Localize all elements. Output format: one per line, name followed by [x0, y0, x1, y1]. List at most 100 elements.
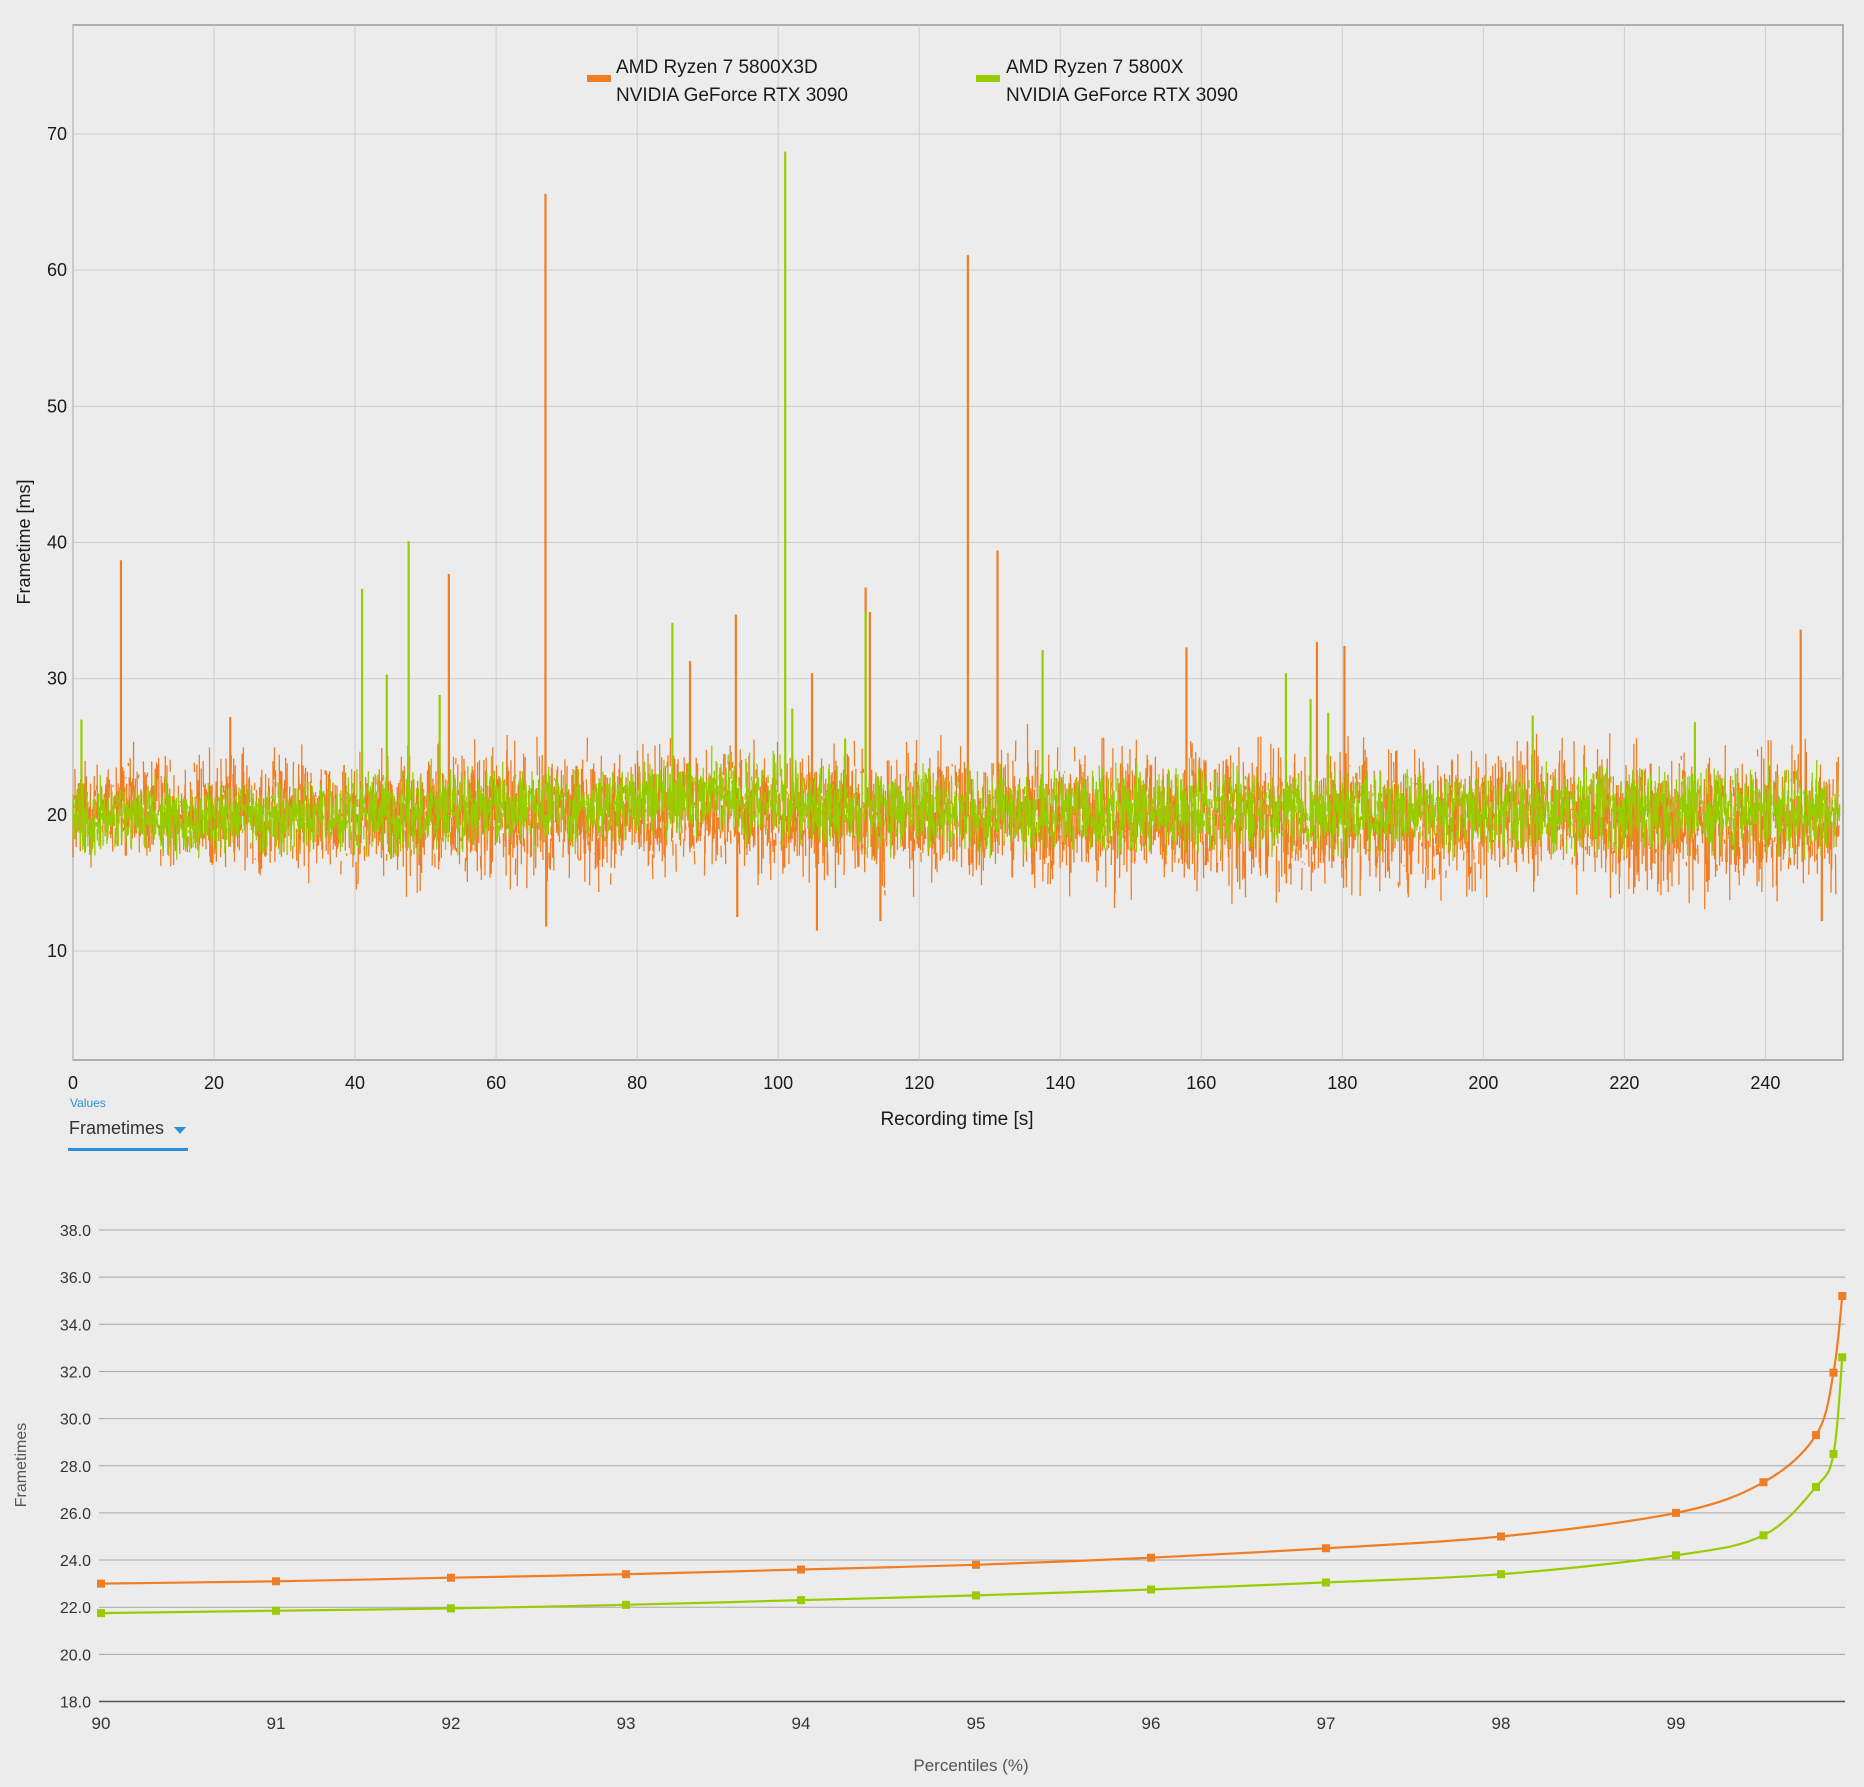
y-tick-label: 20.0 [60, 1647, 91, 1664]
data-point-marker [1322, 1544, 1330, 1553]
data-point-marker [1497, 1570, 1505, 1579]
data-point-marker [797, 1596, 805, 1605]
data-point-marker [1672, 1508, 1680, 1517]
x-tick-label: 140 [1045, 1073, 1075, 1093]
legend-label-5800x-line2: NVIDIA GeForce RTX 3090 [1006, 85, 1238, 106]
x-tick-label: 91 [267, 1714, 286, 1733]
y-tick-label: 22.0 [60, 1600, 91, 1617]
data-point-marker [972, 1591, 980, 1600]
values-dropdown-label: Values [70, 1096, 106, 1110]
y-tick-label: 70 [47, 124, 67, 144]
data-point-marker [1812, 1482, 1820, 1491]
data-point-marker [1672, 1551, 1680, 1560]
y-tick-label: 32.0 [60, 1364, 91, 1381]
y-tick-label: 60 [47, 260, 67, 280]
x-tick-label: 99 [1667, 1714, 1686, 1733]
legend-swatch-5800x [976, 75, 1000, 82]
x-tick-label: 96 [1142, 1714, 1161, 1733]
x-tick-label: 240 [1750, 1073, 1780, 1093]
x-tick-label: 98 [1492, 1714, 1511, 1733]
frametime-x-ticks: 0 20 40 60 80 100 120 140 160 180 200 220 240 [68, 1073, 1780, 1093]
data-point-marker [1497, 1532, 1505, 1541]
x-tick-label: 95 [967, 1714, 986, 1733]
frametime-y-axis-label: Frametime [ms] [14, 479, 34, 604]
x-tick-label: 0 [68, 1073, 78, 1093]
percentile-line [100, 1295, 1844, 1585]
data-point-marker [1829, 1449, 1838, 1458]
y-tick-label: 10 [47, 941, 67, 961]
series-5800x [97, 1353, 1847, 1618]
x-tick-label: 220 [1609, 1073, 1639, 1093]
percentile-series [97, 1292, 1847, 1618]
y-tick-label: 28.0 [60, 1459, 91, 1476]
x-tick-label: 92 [442, 1714, 461, 1733]
y-tick-label: 18.0 [60, 1695, 91, 1712]
data-point-marker [1759, 1478, 1768, 1487]
y-tick-label: 38.0 [60, 1223, 91, 1240]
series-noise-line [72, 745, 1841, 864]
x-tick-label: 97 [1317, 1714, 1336, 1733]
percentile-grid [99, 1229, 1845, 1655]
frametime-legend: AMD Ryzen 7 5800X3D NVIDIA GeForce RTX 3… [587, 57, 1238, 106]
values-selected-value: Frametimes [69, 1118, 165, 1138]
data-point-marker [972, 1560, 980, 1569]
x-tick-label: 93 [617, 1714, 636, 1733]
data-point-marker [1759, 1531, 1768, 1540]
legend-label-5800x3d-line1: AMD Ryzen 7 5800X3D [616, 57, 818, 78]
data-point-marker [797, 1565, 805, 1574]
percentile-y-axis-label: Frametimes [13, 1423, 30, 1507]
percentile-line [100, 1357, 1844, 1615]
percentile-x-ticks: 90 91 92 93 94 95 96 97 98 99 [92, 1714, 1686, 1733]
data-point-marker [1147, 1585, 1155, 1594]
data-point-marker [1838, 1292, 1847, 1301]
x-tick-label: 40 [345, 1073, 365, 1093]
y-tick-label: 36.0 [60, 1270, 91, 1287]
data-point-marker [622, 1570, 630, 1579]
frametime-series [72, 151, 1841, 931]
x-tick-label: 200 [1468, 1073, 1498, 1093]
y-tick-label: 20 [47, 805, 67, 825]
frametime-grid [72, 25, 1843, 1060]
x-tick-label: 180 [1327, 1073, 1357, 1093]
values-select[interactable]: Frametimes [68, 1118, 188, 1151]
x-tick-label: 90 [92, 1714, 111, 1733]
data-point-marker [622, 1600, 630, 1609]
frametime-chart: 10 20 30 40 50 60 70 0 20 40 60 80 100 120 140 160 180 2… [14, 24, 1844, 1130]
legend-swatch-5800x3d [587, 75, 611, 82]
series-5800x [72, 151, 1841, 864]
x-tick-label: 100 [763, 1073, 793, 1093]
frametime-x-axis-label: Recording time [s] [880, 1109, 1033, 1130]
data-point-marker [272, 1577, 280, 1586]
x-tick-label: 20 [204, 1073, 224, 1093]
x-tick-label: 160 [1186, 1073, 1216, 1093]
data-point-marker [1838, 1353, 1847, 1362]
x-tick-label: 120 [904, 1073, 934, 1093]
series-5800x3d [97, 1292, 1847, 1588]
y-tick-label: 30 [47, 669, 67, 689]
percentile-x-axis-label: Percentiles (%) [913, 1756, 1028, 1775]
data-point-marker [97, 1579, 105, 1588]
data-point-marker [1322, 1578, 1330, 1587]
values-dropdown[interactable]: Values Frametimes [68, 1096, 190, 1156]
legend-label-5800x3d-line2: NVIDIA GeForce RTX 3090 [616, 85, 848, 106]
data-point-marker [447, 1573, 455, 1582]
data-point-marker [1812, 1431, 1820, 1440]
y-tick-label: 34.0 [60, 1317, 91, 1334]
x-tick-label: 80 [627, 1073, 647, 1093]
y-tick-label: 26.0 [60, 1506, 91, 1523]
y-tick-label: 24.0 [60, 1553, 91, 1570]
x-tick-label: 94 [792, 1714, 811, 1733]
x-tick-label: 60 [486, 1073, 506, 1093]
data-point-marker [447, 1604, 455, 1613]
data-point-marker [272, 1606, 280, 1615]
data-point-marker [1147, 1553, 1155, 1562]
data-point-marker [97, 1609, 105, 1618]
legend-label-5800x-line1: AMD Ryzen 7 5800X [1006, 57, 1184, 78]
percentile-chart: 18.0 20.0 22.0 24.0 26.0 28.0 30.0 32.0 34.0 36.0… [13, 1223, 1847, 1775]
y-tick-label: 40 [47, 533, 67, 553]
chevron-down-icon[interactable] [174, 1127, 186, 1134]
percentile-y-ticks: 18.0 20.0 22.0 24.0 26.0 28.0 30.0 32.0 34.0 36.0… [60, 1223, 91, 1712]
frametime-y-ticks: 10 20 30 40 50 60 70 [47, 124, 67, 961]
data-point-marker [1829, 1368, 1838, 1377]
